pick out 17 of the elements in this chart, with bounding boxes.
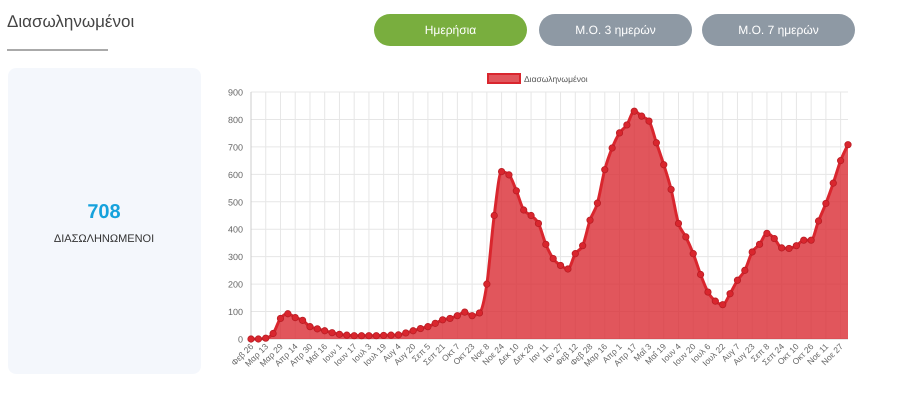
y-tick-label: 0 xyxy=(238,334,243,344)
y-tick-label: 600 xyxy=(228,170,243,180)
y-tick-label: 400 xyxy=(228,224,243,235)
y-tick-label: 100 xyxy=(228,307,243,318)
y-tick-label: 500 xyxy=(228,197,243,208)
y-tick-label: 300 xyxy=(228,252,243,262)
text: Ημερήσια xyxy=(424,23,476,37)
y-tick-label: 700 xyxy=(228,142,243,152)
text: 708 xyxy=(87,201,121,223)
text: Διασωληνωμένοι xyxy=(7,12,134,31)
text: Μ.Ο. 7 ημερών xyxy=(738,23,819,37)
text: ΔΙΑΣΩΛΗΝΩΜΕΝΟΙ xyxy=(54,233,154,245)
text: Μ.Ο. 3 ημερών xyxy=(575,23,656,37)
y-tick-label: 200 xyxy=(228,280,243,290)
y-tick-label: 800 xyxy=(228,114,243,125)
legend-label: Διασωληνωμένοι xyxy=(524,74,588,84)
y-tick-label: 900 xyxy=(228,88,243,98)
